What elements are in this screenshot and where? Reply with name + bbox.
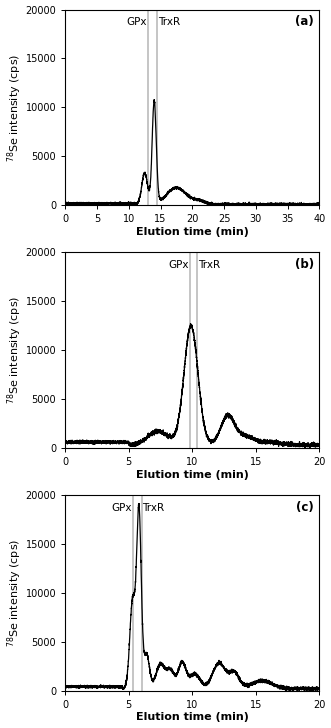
Text: (b): (b)	[295, 258, 314, 271]
Y-axis label: $^{78}$Se intensity (cps): $^{78}$Se intensity (cps)	[6, 53, 24, 162]
X-axis label: Elution time (min): Elution time (min)	[136, 713, 249, 722]
Text: (a): (a)	[296, 15, 314, 28]
X-axis label: Elution time (min): Elution time (min)	[136, 470, 249, 480]
X-axis label: Elution time (min): Elution time (min)	[136, 227, 249, 237]
Text: TrxR: TrxR	[143, 503, 165, 513]
Text: TrxR: TrxR	[198, 260, 220, 270]
Text: (c): (c)	[297, 501, 314, 514]
Y-axis label: $^{78}$Se intensity (cps): $^{78}$Se intensity (cps)	[6, 296, 24, 404]
Text: TrxR: TrxR	[159, 17, 180, 28]
Text: GPx: GPx	[168, 260, 189, 270]
Y-axis label: $^{78}$Se intensity (cps): $^{78}$Se intensity (cps)	[6, 539, 24, 647]
Text: GPx: GPx	[126, 17, 147, 28]
Text: GPx: GPx	[111, 503, 132, 513]
